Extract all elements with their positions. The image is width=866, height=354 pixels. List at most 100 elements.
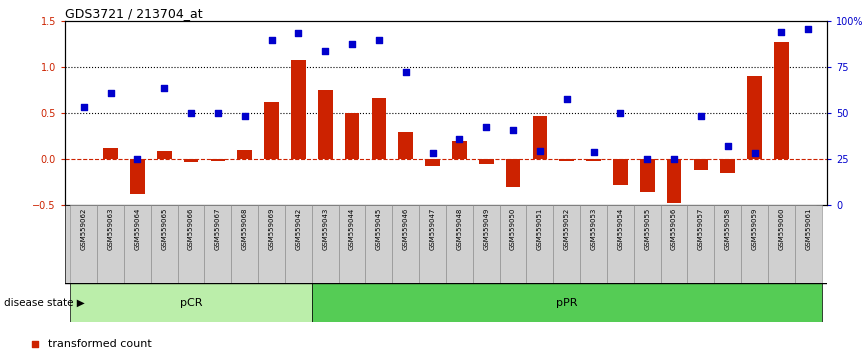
Bar (312, 205, 339, 283)
Bar (392, 205, 419, 283)
Bar (667, 159, 682, 204)
Text: GSM559068: GSM559068 (242, 208, 248, 250)
Bar (70, 283, 312, 322)
Bar (103, 148, 118, 159)
Bar (607, 205, 634, 283)
Bar (661, 205, 688, 283)
Bar (258, 205, 285, 283)
Bar (312, 283, 822, 322)
Bar (285, 205, 312, 283)
Point (131, 156, 145, 162)
Bar (184, 159, 198, 162)
Point (292, 30, 306, 36)
Point (184, 110, 198, 116)
Text: GSM559069: GSM559069 (268, 208, 275, 250)
Bar (527, 205, 553, 283)
Text: GSM559058: GSM559058 (725, 208, 731, 250)
Point (774, 29, 788, 35)
Text: GSM559060: GSM559060 (779, 208, 785, 250)
Text: GSM559066: GSM559066 (188, 208, 194, 250)
Bar (747, 76, 762, 159)
Point (319, 48, 333, 53)
Text: GSM559052: GSM559052 (564, 208, 570, 250)
Text: GDS3721 / 213704_at: GDS3721 / 213704_at (65, 7, 203, 20)
Point (667, 156, 681, 162)
Bar (559, 159, 574, 161)
Bar (345, 113, 359, 159)
Point (559, 97, 573, 102)
Bar (533, 116, 547, 159)
Text: GSM559047: GSM559047 (430, 208, 436, 250)
Point (399, 69, 413, 75)
Bar (714, 205, 741, 283)
Point (506, 127, 520, 133)
Text: GSM559063: GSM559063 (107, 208, 113, 250)
Bar (318, 90, 333, 159)
Text: GSM559042: GSM559042 (295, 208, 301, 250)
Text: pCR: pCR (180, 298, 203, 308)
Text: GSM559067: GSM559067 (215, 208, 221, 250)
Point (426, 150, 440, 156)
Point (721, 144, 734, 149)
Text: GSM559054: GSM559054 (617, 208, 624, 250)
Bar (264, 102, 279, 159)
Point (613, 110, 627, 116)
Text: GSM559051: GSM559051 (537, 208, 543, 250)
Bar (339, 205, 365, 283)
Point (452, 136, 466, 142)
Bar (446, 205, 473, 283)
Text: GSM559065: GSM559065 (161, 208, 167, 250)
Bar (151, 205, 178, 283)
Text: disease state ▶: disease state ▶ (4, 298, 85, 308)
Bar (157, 151, 171, 159)
Bar (768, 205, 795, 283)
Bar (365, 205, 392, 283)
Text: transformed count: transformed count (48, 338, 152, 349)
Point (238, 113, 252, 119)
Bar (506, 159, 520, 187)
Text: GSM559053: GSM559053 (591, 208, 597, 250)
Bar (237, 150, 252, 159)
Bar (398, 132, 413, 159)
Bar (634, 205, 661, 283)
Bar (795, 205, 822, 283)
Point (586, 149, 600, 155)
Point (77, 104, 91, 110)
Bar (70, 205, 97, 283)
Bar (178, 205, 204, 283)
Point (479, 124, 493, 130)
Point (346, 41, 359, 47)
Text: GSM559057: GSM559057 (698, 208, 704, 250)
Point (104, 90, 118, 96)
Bar (124, 205, 151, 283)
Point (801, 26, 815, 32)
Text: GSM559050: GSM559050 (510, 208, 516, 250)
Bar (452, 141, 467, 159)
Bar (721, 159, 735, 173)
Bar (553, 205, 580, 283)
Point (211, 110, 225, 116)
Bar (688, 205, 714, 283)
Point (640, 156, 654, 162)
Text: GSM559055: GSM559055 (644, 208, 650, 250)
Bar (640, 159, 655, 192)
Bar (613, 159, 628, 185)
Bar (774, 42, 789, 159)
Text: GSM559045: GSM559045 (376, 208, 382, 250)
Bar (97, 205, 124, 283)
Point (533, 148, 546, 154)
Bar (425, 159, 440, 166)
Text: GSM559044: GSM559044 (349, 208, 355, 250)
Bar (291, 60, 306, 159)
Point (372, 37, 386, 42)
Point (747, 150, 761, 156)
Bar (694, 159, 708, 170)
Text: GSM559049: GSM559049 (483, 208, 489, 250)
Point (694, 113, 708, 119)
Point (28, 341, 42, 346)
Bar (473, 205, 500, 283)
Text: GSM559059: GSM559059 (752, 208, 758, 250)
Bar (231, 205, 258, 283)
Text: GSM559043: GSM559043 (322, 208, 328, 250)
Text: GSM559048: GSM559048 (456, 208, 462, 250)
